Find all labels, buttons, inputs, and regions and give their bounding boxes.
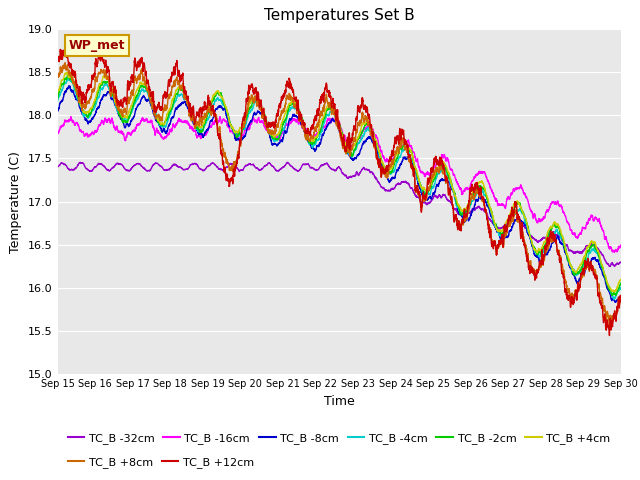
- X-axis label: Time: Time: [324, 395, 355, 408]
- Title: Temperatures Set B: Temperatures Set B: [264, 9, 415, 24]
- Legend: TC_B +8cm, TC_B +12cm: TC_B +8cm, TC_B +12cm: [63, 453, 259, 472]
- Y-axis label: Temperature (C): Temperature (C): [10, 151, 22, 252]
- Text: WP_met: WP_met: [69, 39, 125, 52]
